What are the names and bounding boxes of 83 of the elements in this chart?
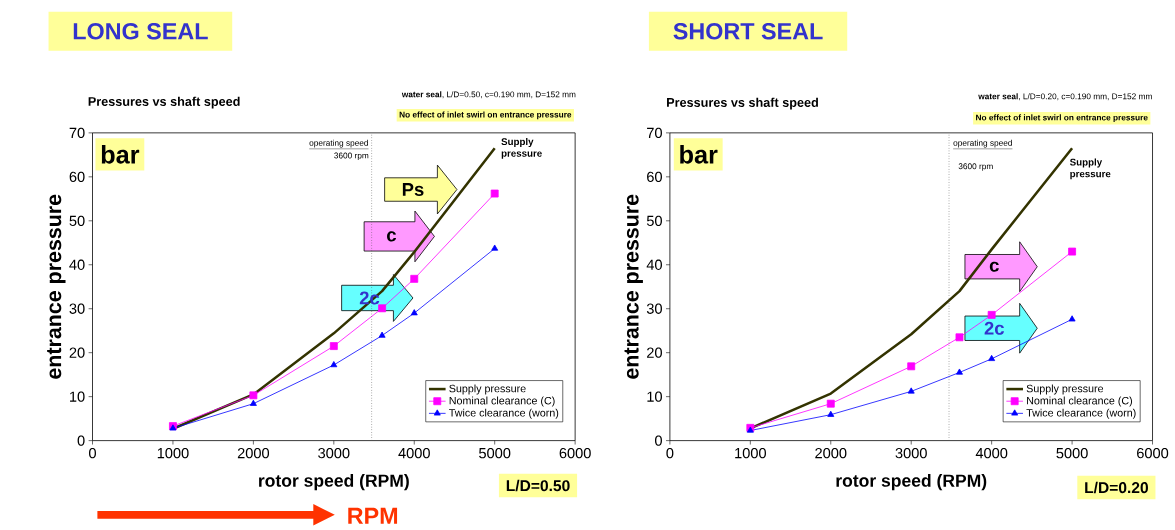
y-axis-title: entrance pressure bbox=[624, 194, 643, 379]
annotation: Ps bbox=[402, 183, 424, 197]
y-tick-label: 0 bbox=[77, 435, 85, 447]
x-tick-label: 5000 bbox=[479, 448, 511, 459]
y-tick-label: 0 bbox=[655, 435, 662, 447]
y-axis-title: entrance pressure bbox=[47, 194, 66, 379]
point bbox=[330, 361, 338, 368]
text: L/D=0.50 bbox=[506, 479, 570, 492]
legend-label: Twice clearance (worn) bbox=[449, 408, 559, 419]
y-tick-label: 10 bbox=[647, 391, 662, 403]
x-tick-label: 2000 bbox=[237, 448, 270, 459]
y-tick-label: 30 bbox=[69, 303, 85, 315]
point bbox=[249, 391, 258, 400]
legend-label: Supply pressure bbox=[449, 384, 526, 395]
point bbox=[491, 244, 499, 251]
y-tick-label: 70 bbox=[647, 127, 662, 139]
text: RPM bbox=[348, 508, 398, 525]
point bbox=[955, 333, 964, 342]
x-tick-label: 1000 bbox=[735, 448, 766, 459]
x-tick-label: 0 bbox=[89, 448, 96, 459]
ref-line-label: operating speed bbox=[309, 140, 368, 148]
y-tick-label: 40 bbox=[646, 259, 662, 271]
legend-label: Nominal clearance (C) bbox=[1027, 396, 1133, 407]
annotation: c bbox=[387, 231, 397, 242]
point bbox=[329, 342, 338, 351]
text: water seal, L/D=0.50, c=0.190 mm, D=152 mm bbox=[401, 91, 576, 99]
point bbox=[1068, 315, 1076, 322]
x-tick-label: 3000 bbox=[318, 448, 350, 459]
point bbox=[956, 368, 963, 375]
x-axis-title: rotor speed (RPM) bbox=[259, 474, 409, 491]
text: L/D=0.20 bbox=[1085, 481, 1148, 494]
point bbox=[378, 304, 386, 313]
point bbox=[826, 400, 835, 408]
y-tick-label: 50 bbox=[69, 215, 85, 227]
y-tick-label: 60 bbox=[69, 171, 85, 183]
point bbox=[490, 189, 499, 198]
legend-label: Supply pressure bbox=[1026, 384, 1104, 395]
annotation: 3600 rpm bbox=[958, 163, 993, 172]
point bbox=[988, 355, 996, 362]
point bbox=[907, 362, 916, 371]
point bbox=[907, 387, 915, 394]
x-tick-label: 5000 bbox=[1056, 448, 1088, 459]
x-tick-label: 2000 bbox=[815, 448, 847, 459]
legend-label: Nominal clearance (C) bbox=[449, 396, 555, 407]
y-tick-label: 60 bbox=[647, 171, 662, 183]
x-tick-label: 6000 bbox=[559, 448, 591, 459]
y-tick-label: 10 bbox=[70, 391, 85, 403]
y-tick-label: 30 bbox=[646, 303, 662, 315]
point bbox=[1068, 247, 1076, 256]
y-tick-label: 70 bbox=[69, 127, 85, 139]
point bbox=[249, 400, 257, 407]
y-tick-label: 20 bbox=[69, 347, 85, 359]
x-tick-label: 4000 bbox=[398, 448, 430, 459]
annotation: Supply pressure bbox=[501, 138, 542, 159]
x-tick-label: 3000 bbox=[895, 448, 927, 459]
x-tick-label: 6000 bbox=[1137, 448, 1169, 459]
chart-subtitle: Pressures vs shaft speed bbox=[88, 96, 240, 109]
legend-label: Twice clearance (worn) bbox=[1026, 408, 1136, 419]
y-tick-label: 40 bbox=[69, 259, 85, 271]
annotation: bar bbox=[101, 145, 140, 164]
x-axis-title: rotor speed (RPM) bbox=[836, 474, 987, 491]
chart-title: LONG SEAL bbox=[73, 23, 208, 40]
annotation: 2c bbox=[984, 321, 1004, 336]
point bbox=[410, 309, 418, 316]
text: No effect of inlet swirl on entrance pressure bbox=[399, 111, 572, 120]
annotation: bar bbox=[680, 145, 718, 164]
x-tick-label: 4000 bbox=[975, 448, 1008, 459]
y-tick-label: 50 bbox=[646, 215, 662, 227]
point bbox=[827, 411, 835, 418]
point bbox=[987, 311, 996, 320]
text: No effect of inlet swirl on entrance pressure bbox=[976, 114, 1148, 123]
annotation: Supply pressure bbox=[1069, 158, 1111, 180]
y-tick-label: 20 bbox=[647, 347, 662, 359]
chart-title: SHORT SEAL bbox=[673, 23, 823, 40]
ref-line-label: operating speed bbox=[953, 140, 1012, 148]
x-tick-label: 0 bbox=[666, 448, 674, 459]
text: water seal, L/D=0.20, c=0.190 mm, D=152 mm bbox=[978, 93, 1152, 101]
point bbox=[378, 331, 386, 338]
annotation: 3600 rpm bbox=[334, 152, 369, 161]
annotation: c bbox=[989, 261, 999, 273]
point bbox=[410, 275, 419, 283]
x-tick-label: 1000 bbox=[157, 448, 189, 459]
chart-subtitle: Pressures vs shaft speed bbox=[667, 97, 818, 110]
